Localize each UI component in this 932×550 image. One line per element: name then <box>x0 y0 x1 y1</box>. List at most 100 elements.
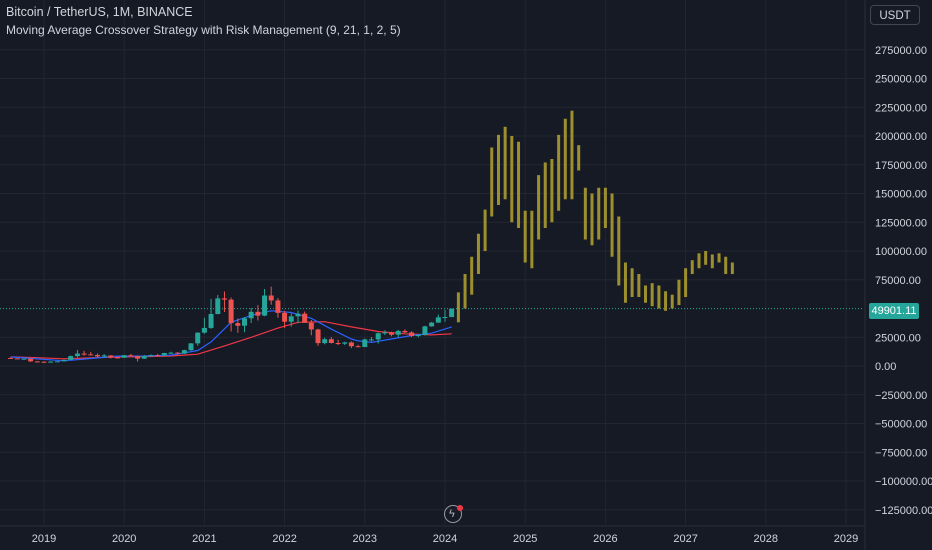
candle-body <box>34 361 40 363</box>
projection-bar <box>463 274 467 309</box>
x-tick-label: 2025 <box>513 533 537 545</box>
candle-body <box>368 339 374 341</box>
candle-body <box>228 299 234 324</box>
projection-bar <box>570 110 574 200</box>
candle-body <box>382 332 388 334</box>
projection-bar <box>617 216 621 286</box>
projection-bar <box>543 162 547 228</box>
projection-bar <box>630 268 634 297</box>
x-tick-label: 2024 <box>433 533 457 545</box>
candle-body <box>115 357 121 359</box>
candle-body <box>188 343 194 351</box>
projection-bar <box>644 285 647 303</box>
candle-body <box>435 317 441 323</box>
x-tick-label: 2021 <box>192 533 216 545</box>
candle-body <box>141 356 147 359</box>
strategy-legend[interactable]: Moving Average Crossover Strategy with R… <box>6 23 401 37</box>
candle-body <box>155 355 161 357</box>
x-tick-label: 2029 <box>834 533 858 545</box>
projection-bar <box>690 260 694 274</box>
projection-bar <box>704 251 708 265</box>
candle-body <box>328 339 334 343</box>
candle-body <box>288 316 294 322</box>
projection-bar <box>684 268 688 297</box>
candle-body <box>81 353 87 355</box>
projection-bar <box>610 193 614 257</box>
y-tick-label: −75000.00 <box>875 447 927 459</box>
y-tick-label: 175000.00 <box>875 160 927 172</box>
projection-bar <box>523 210 527 263</box>
candle-body <box>74 353 80 357</box>
projection-bar <box>590 193 594 246</box>
candle-body <box>422 326 428 335</box>
y-tick-label: −100000.00 <box>875 476 932 488</box>
candle-body <box>68 356 74 360</box>
projection-bar <box>657 285 661 309</box>
candle-body <box>308 322 314 330</box>
candle-body <box>135 356 141 359</box>
last-price-label: 49901.11 <box>869 303 919 319</box>
projection-bar <box>490 147 494 217</box>
candle-body <box>255 311 261 316</box>
candle-body <box>14 358 20 360</box>
projection-bar <box>717 253 721 263</box>
candle-body <box>242 318 247 326</box>
projection-bar <box>483 209 487 251</box>
candle-body <box>175 352 181 354</box>
projection-bar <box>476 233 480 274</box>
candle-body <box>348 342 354 347</box>
candle-body <box>195 332 201 344</box>
candle-body <box>128 355 134 357</box>
projection-bar <box>650 283 654 307</box>
candle-body <box>389 332 395 335</box>
currency-button[interactable]: USDT <box>870 5 920 25</box>
candle-body <box>41 361 47 363</box>
y-tick-label: 225000.00 <box>875 102 927 114</box>
y-tick-label: 0.00 <box>875 361 896 373</box>
candle-body <box>215 298 221 315</box>
projection-bar <box>577 145 581 171</box>
candle-body <box>342 342 348 344</box>
projection-bar <box>496 134 500 205</box>
y-tick-label: 125000.00 <box>875 217 927 229</box>
candle-body <box>295 313 301 317</box>
y-tick-label: 275000.00 <box>875 45 927 57</box>
candle-body <box>262 295 268 316</box>
projection-bar <box>637 274 641 297</box>
projection-bar <box>470 256 474 295</box>
candle-body <box>61 359 67 362</box>
y-tick-label: −125000.00 <box>875 505 932 517</box>
candle-body <box>315 329 321 344</box>
candle-body <box>395 330 401 335</box>
projection-bar <box>623 262 627 303</box>
projection-bar <box>710 254 714 269</box>
lightning-icon[interactable]: ϟ <box>444 505 463 523</box>
projection-bar <box>677 279 681 306</box>
candle-body <box>121 355 127 358</box>
candle-body <box>48 361 54 363</box>
y-tick-label: 150000.00 <box>875 189 927 201</box>
projection-bar <box>563 118 567 200</box>
projection-bar <box>583 187 587 240</box>
candle-body <box>28 358 34 362</box>
candle-body <box>449 308 455 318</box>
y-tick-label: 200000.00 <box>875 131 927 143</box>
projection-bar <box>530 210 534 269</box>
candle-body <box>375 333 381 340</box>
candle-body <box>181 350 187 354</box>
candle-body <box>208 314 214 328</box>
projection-bar <box>597 187 601 240</box>
projection-bar <box>456 292 460 323</box>
chart-title[interactable]: Bitcoin / TetherUS, 1M, BINANCE <box>6 5 193 19</box>
candle-body <box>148 355 154 357</box>
x-tick-label: 2026 <box>593 533 617 545</box>
projection-bar <box>557 134 561 211</box>
candle-body <box>21 358 27 360</box>
candle-body <box>108 355 114 358</box>
projection-bar <box>537 175 541 240</box>
projection-bar <box>697 253 701 269</box>
candle-body <box>302 313 308 323</box>
candle-body <box>355 346 361 348</box>
